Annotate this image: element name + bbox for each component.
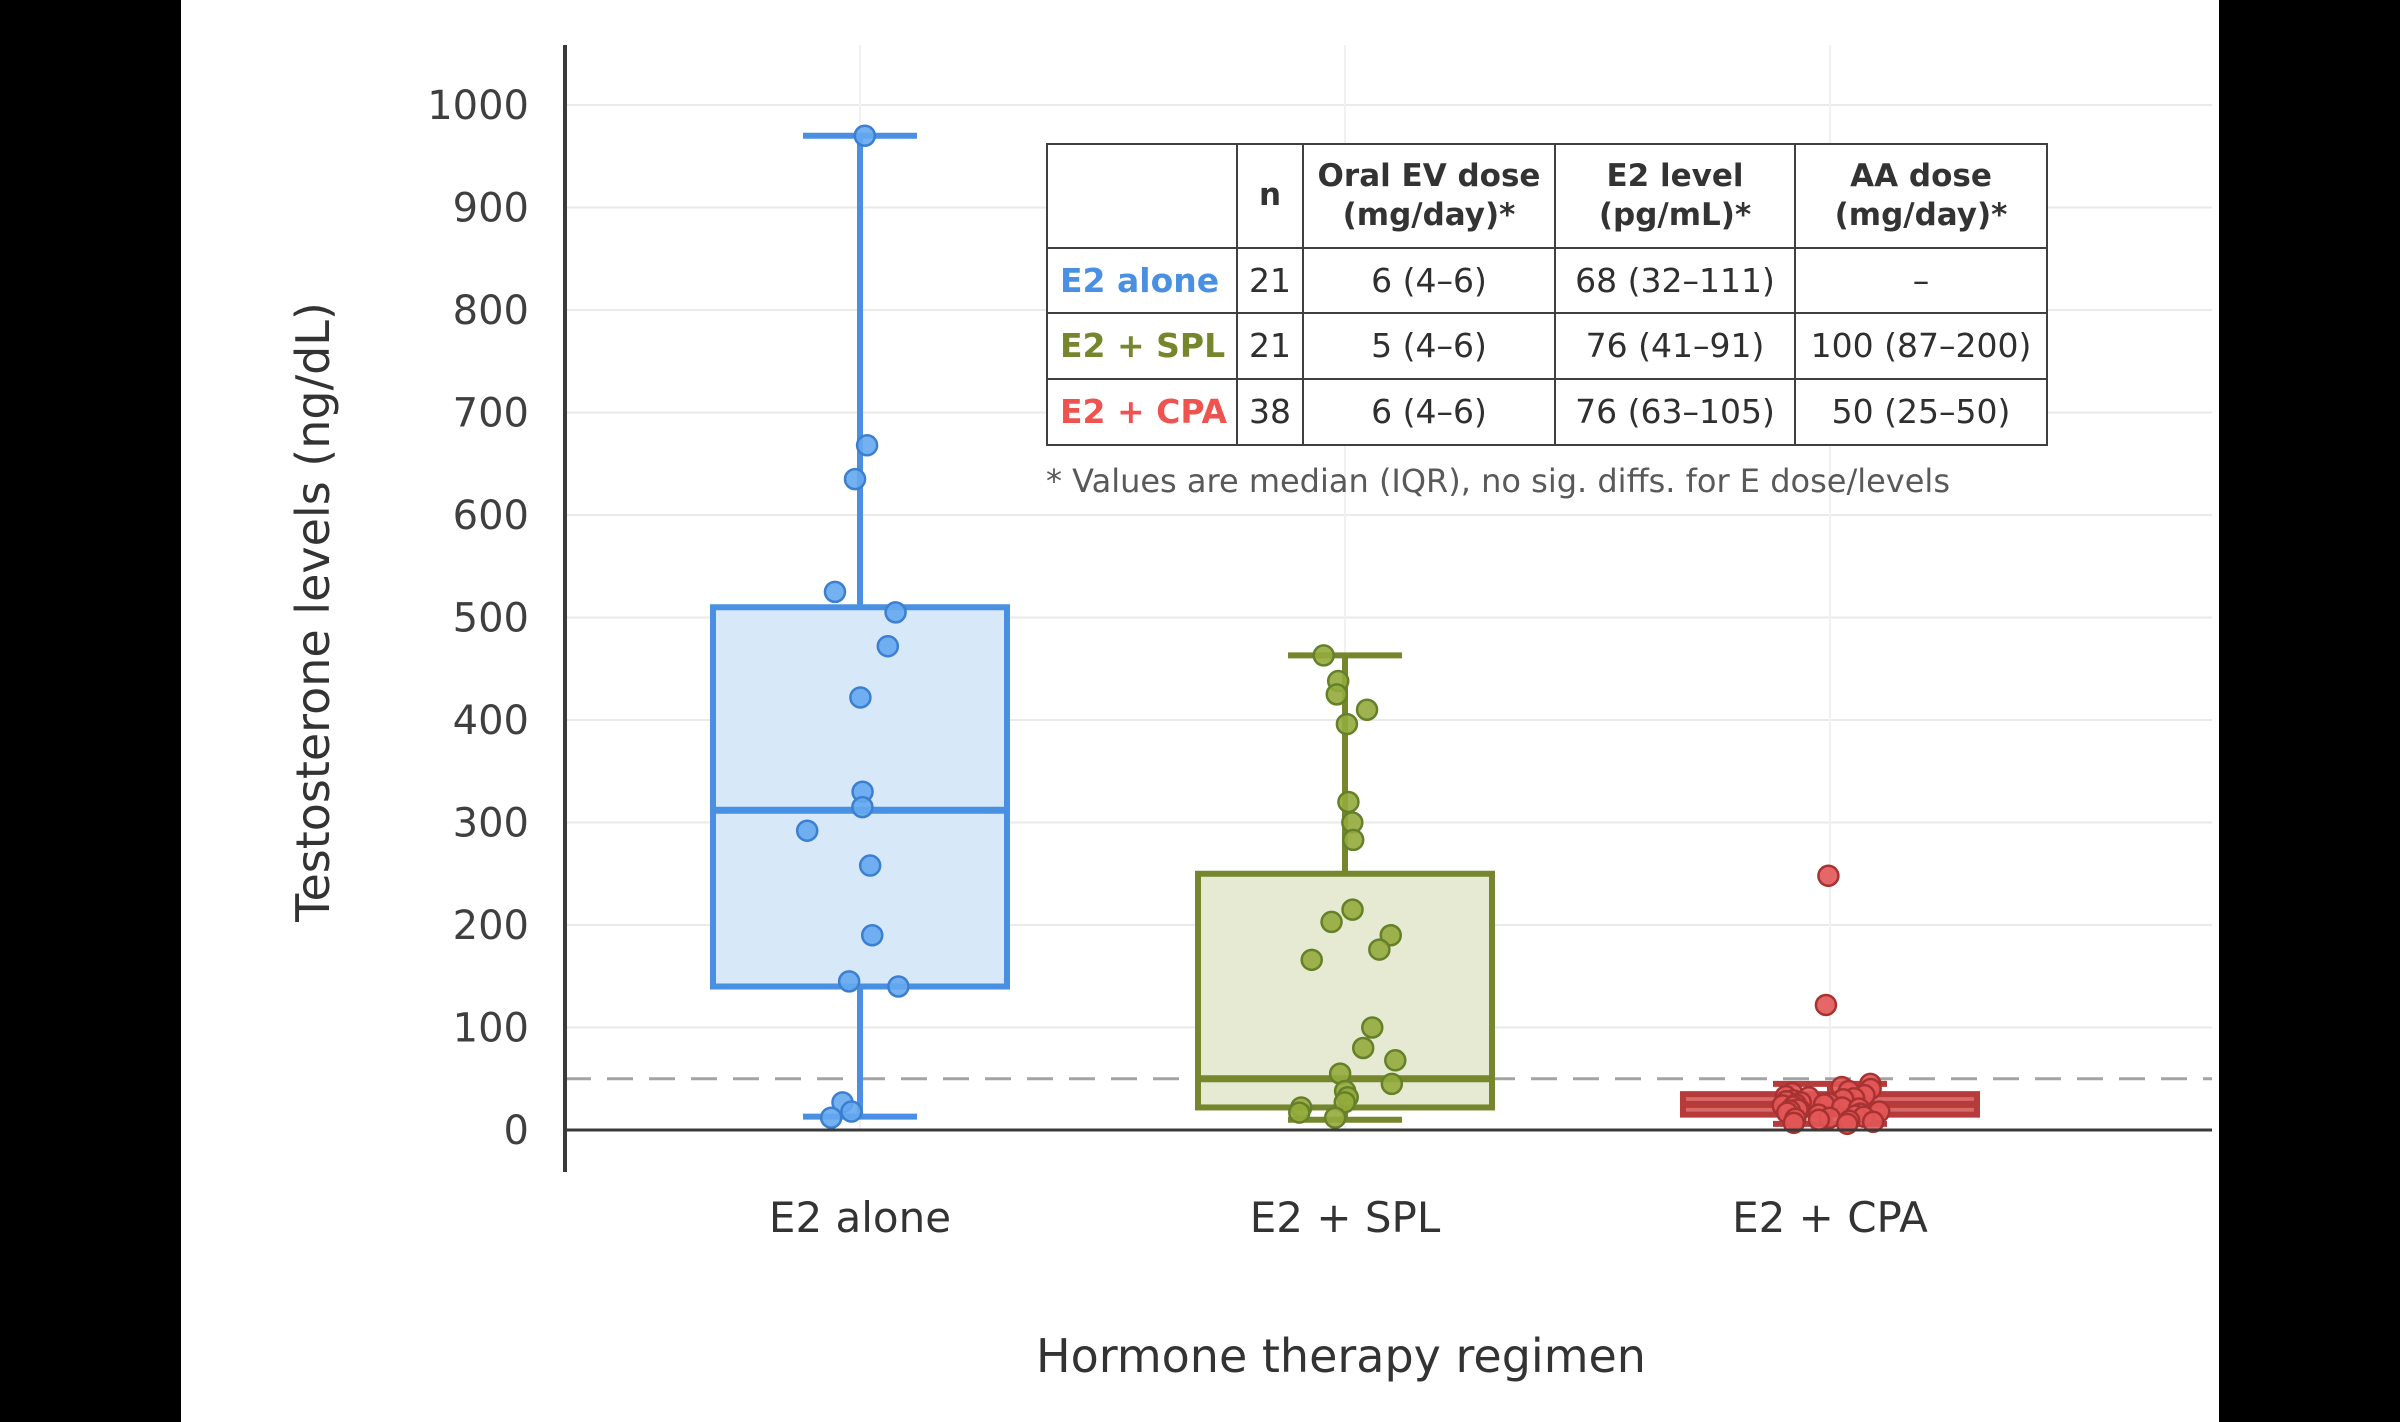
data-point (1323, 1106, 1347, 1129)
y-tick-label: 100 (453, 1006, 529, 1052)
data-point (860, 924, 884, 947)
data-point (855, 434, 879, 457)
data-point (1379, 924, 1403, 947)
data-point (1384, 1049, 1407, 1072)
table-row-e2-alone: E2 alone 21 6 (4–6) 68 (32–111) – (1046, 246, 2048, 315)
data-point (858, 854, 882, 877)
data-point (1337, 790, 1360, 814)
table-row-e2-spl: E2 + SPL 21 5 (4–6) 76 (41–91) 100 (87–2… (1046, 312, 2048, 381)
y-tick-label: 300 (453, 801, 529, 847)
y-tick-label: 1000 (427, 83, 529, 129)
data-point (1355, 698, 1379, 721)
plot-canvas: E2 alone E2 + SPL E2 + CPA 0 100 200 300 400 500… (181, 0, 2219, 1422)
data-point (1782, 1111, 1806, 1135)
data-point (1320, 910, 1343, 934)
data-point (840, 1100, 863, 1123)
data-point (1325, 683, 1349, 706)
cell-oral-ev-dose: 6 (4–6) (1302, 378, 1556, 447)
summary-table: n Oral EV dose (mg/day)* E2 level (pg/mL… (1046, 143, 2048, 447)
data-point (1361, 1016, 1384, 1039)
data-point (853, 124, 877, 147)
cell-n: 38 (1236, 378, 1304, 447)
data-point (1335, 712, 1359, 736)
data-point (1817, 864, 1840, 888)
data-point (851, 795, 874, 819)
y-tick-label: 500 (453, 596, 529, 642)
row-label-e2-cpa: E2 + CPA (1046, 378, 1238, 447)
table-row-e2-cpa: E2 + CPA 38 6 (4–6) 76 (63–105) 50 (25–5… (1046, 378, 2048, 447)
cell-aa-dose: – (1794, 246, 2048, 315)
data-point (849, 686, 872, 709)
header-n: n (1236, 143, 1304, 249)
data-point (1300, 948, 1323, 972)
cell-aa-dose: 50 (25–50) (1794, 378, 2048, 447)
data-point (843, 467, 867, 491)
cell-e2-level: 68 (32–111) (1554, 246, 1796, 315)
header-aa-dose: AA dose (mg/day)* (1794, 143, 2048, 249)
y-tick-label: 800 (453, 288, 529, 334)
y-tick-label: 400 (453, 698, 529, 744)
x-axis-title: Hormone therapy regimen (1036, 1329, 1646, 1383)
cell-oral-ev-dose: 5 (4–6) (1302, 312, 1556, 381)
data-point (1341, 828, 1365, 852)
summary-table-panel: n Oral EV dose (mg/day)* E2 level (pg/mL… (1046, 143, 2076, 500)
y-axis-title: Testosterone levels (ng/dL) (286, 302, 340, 923)
box-0 (710, 604, 1010, 990)
data-point (1351, 1036, 1375, 1060)
x-category-label: E2 alone (769, 1193, 951, 1242)
data-point (1341, 898, 1364, 921)
cell-oral-ev-dose: 6 (4–6) (1302, 246, 1556, 315)
data-point (837, 970, 861, 993)
row-label-e2-spl: E2 + SPL (1046, 312, 1238, 381)
data-point (1814, 993, 1838, 1017)
data-point (1380, 1072, 1404, 1096)
y-tick-label: 700 (453, 391, 529, 437)
data-point (1861, 1110, 1885, 1134)
data-point (819, 1106, 843, 1129)
data-point (1807, 1108, 1831, 1131)
boxplot-chart: E2 alone E2 + SPL E2 + CPA0100200300400500… (286, 45, 2212, 1383)
cell-aa-dose: 100 (87–200) (1794, 312, 2048, 381)
header-oral-ev-dose: Oral EV dose (mg/day)* (1302, 143, 1556, 249)
header-blank (1046, 143, 1238, 249)
data-point (1312, 644, 1335, 667)
data-point (884, 601, 907, 624)
cell-e2-level: 76 (41–91) (1554, 312, 1796, 381)
data-point (795, 819, 819, 842)
row-label-e2-alone: E2 alone (1046, 246, 1238, 315)
data-point (1288, 1101, 1311, 1124)
x-category-label: E2 + CPA (1732, 1193, 1928, 1242)
cell-n: 21 (1236, 246, 1304, 315)
table-header-row: n Oral EV dose (mg/day)* E2 level (pg/mL… (1046, 143, 2048, 249)
data-point (887, 975, 910, 998)
cell-n: 21 (1236, 312, 1304, 381)
data-point (876, 634, 900, 658)
data-point (1368, 938, 1391, 961)
y-tick-label: 600 (453, 493, 529, 539)
table-footnote: * Values are median (IQR), no sig. diffs… (1046, 462, 1950, 501)
header-e2-level: E2 level (pg/mL)* (1554, 143, 1796, 249)
y-tick-label: 0 (504, 1108, 529, 1154)
x-category-label: E2 + SPL (1250, 1193, 1441, 1242)
data-point (823, 580, 847, 604)
cell-e2-level: 76 (63–105) (1554, 378, 1796, 447)
y-tick-label: 200 (453, 903, 529, 949)
y-tick-label: 900 (453, 186, 529, 232)
